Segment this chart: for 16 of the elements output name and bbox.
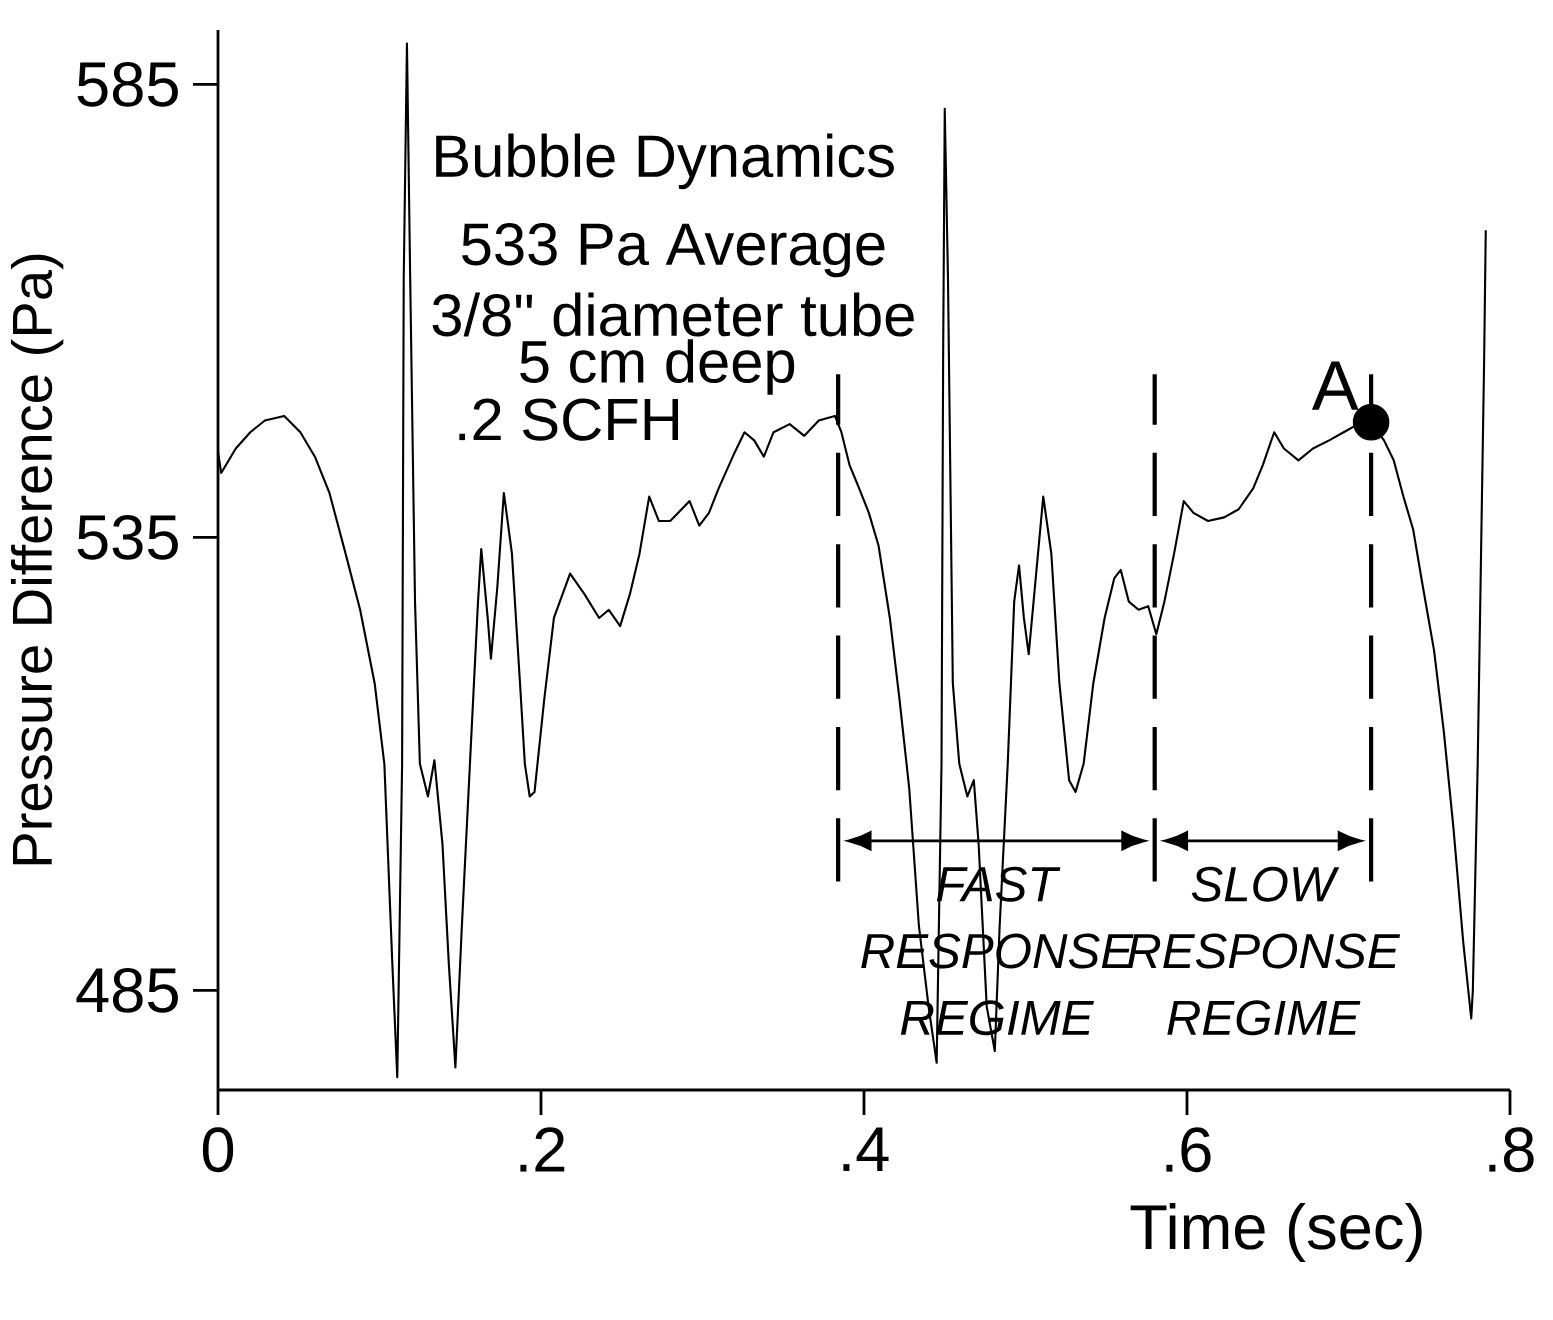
x-tick-label: 0	[202, 1127, 234, 1173]
annotation: A	[1311, 361, 1359, 410]
x-axis-title: Time (sec)	[1130, 1203, 1422, 1263]
y-tick-label: 535	[77, 514, 178, 560]
x-tick-label: .4	[843, 1127, 889, 1171]
y-axis-title: Pressure Difference (Pa)	[10, 254, 64, 865]
x-tick-label: .8	[1489, 1127, 1534, 1173]
annotation: Bubble Dynamics	[436, 133, 894, 190]
x-tick-label: .6	[1166, 1127, 1211, 1173]
annotation: 5 cm deep	[520, 339, 795, 395]
x-tick-label: .2	[520, 1127, 565, 1172]
y-tick-label: 485	[76, 967, 178, 1013]
annotation: .2 SCFH	[459, 398, 679, 441]
annotation: 533 Pa Average	[462, 223, 885, 278]
y-tick-label: 585	[77, 61, 178, 107]
annotation: 3/8" diameter tube	[432, 292, 914, 337]
